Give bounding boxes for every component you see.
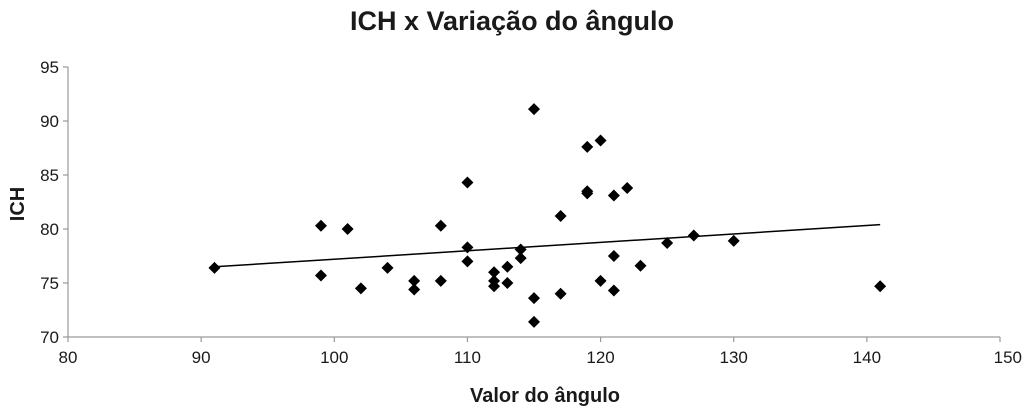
x-tick-label: 110	[454, 348, 481, 367]
y-tick-label: 70	[40, 328, 59, 347]
y-axis-label: ICH	[7, 187, 29, 221]
data-point	[461, 255, 474, 268]
y-tick-label: 80	[40, 220, 59, 239]
x-axis-label: Valor do ângulo	[470, 385, 620, 407]
linear-trendline	[214, 223, 881, 268]
data-point	[607, 284, 620, 297]
data-point	[354, 282, 367, 295]
data-point	[434, 274, 447, 287]
data-point	[461, 176, 474, 189]
data-point	[554, 287, 567, 300]
data-point	[661, 237, 674, 250]
data-point	[581, 140, 594, 153]
chart-title: ICH x Variação do ângulo	[350, 6, 674, 36]
trendline	[214, 223, 881, 268]
data-point	[501, 277, 514, 289]
data-point	[514, 243, 527, 256]
data-point	[687, 229, 700, 242]
x-tick-label: 80	[59, 348, 78, 367]
data-point	[501, 260, 514, 273]
data-point	[314, 219, 327, 232]
data-point	[528, 315, 540, 328]
data-point	[528, 292, 540, 305]
x-tick-label: 140	[853, 348, 881, 367]
data-point	[461, 241, 474, 254]
x-tick-label: 90	[192, 348, 211, 367]
data-point	[434, 219, 447, 232]
data-point	[514, 252, 527, 265]
y-axis-ticks: 70 75 80 85 90 95	[40, 58, 68, 347]
x-axis-ticks: 80 90 100 110 120 130 140 150	[59, 337, 1022, 367]
x-tick-label: 130	[720, 348, 748, 367]
y-tick-label: 85	[40, 166, 59, 185]
y-tick-label: 95	[40, 58, 59, 77]
x-tick-label: 120	[586, 348, 614, 367]
data-point	[554, 210, 567, 223]
data-point	[607, 189, 620, 202]
data-point	[594, 274, 607, 287]
data-point	[408, 283, 421, 296]
data-point	[381, 261, 394, 274]
data-point	[581, 187, 594, 200]
data-point	[594, 134, 607, 147]
x-tick-label: 150	[994, 348, 1022, 367]
data-point	[607, 250, 620, 262]
data-point	[621, 181, 634, 194]
data-point	[408, 274, 421, 287]
data-point	[341, 223, 354, 235]
y-tick-label: 75	[40, 274, 59, 293]
data-point	[874, 280, 887, 293]
data-point	[488, 280, 501, 293]
data-point	[727, 234, 740, 247]
data-point	[208, 261, 221, 274]
data-point	[314, 269, 327, 282]
data-point	[634, 259, 647, 272]
y-tick-label: 90	[40, 112, 59, 131]
data-points	[208, 103, 887, 328]
data-point	[488, 266, 501, 279]
x-tick-label: 100	[320, 348, 348, 367]
axes	[67, 67, 1000, 338]
data-point	[528, 103, 540, 116]
